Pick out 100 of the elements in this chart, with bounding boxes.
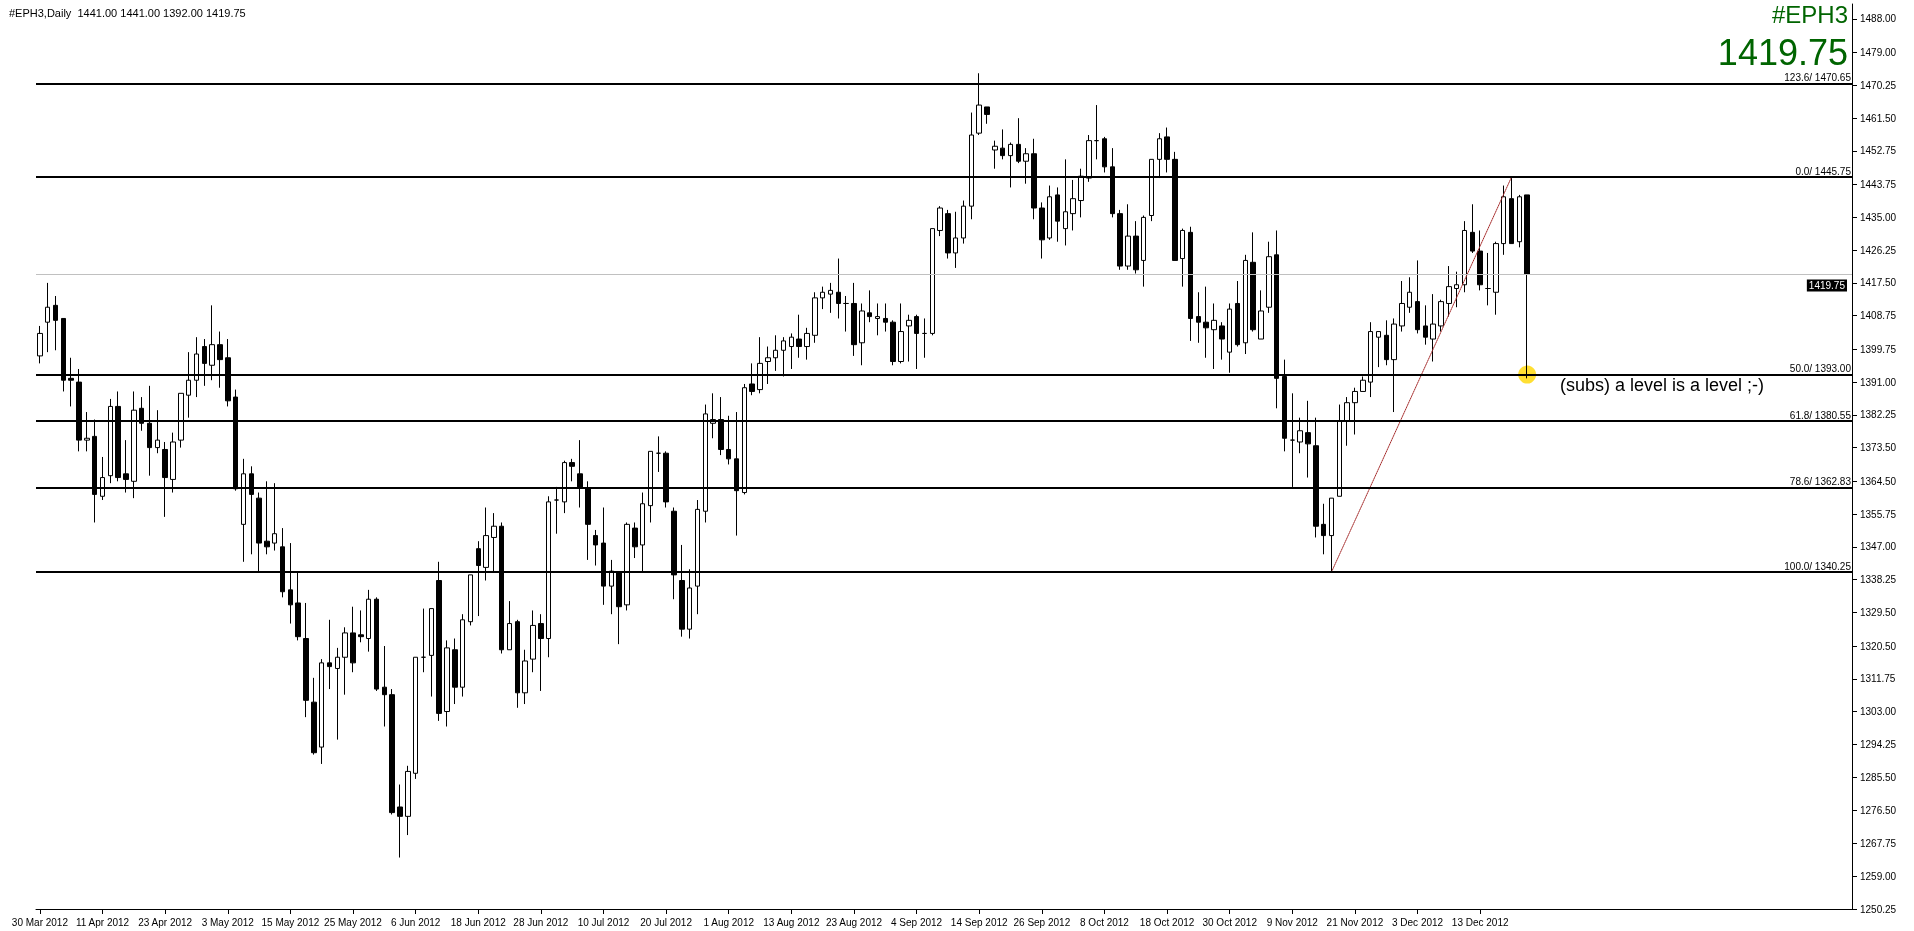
candlestick (843, 295, 849, 333)
candlestick (319, 658, 324, 765)
candlestick (1454, 271, 1459, 308)
candlestick (656, 435, 661, 473)
ref-line-label: 100.0/ 1340.25 (1784, 560, 1852, 572)
candlestick (1384, 319, 1389, 366)
candlestick (1407, 276, 1412, 314)
candlestick (1376, 331, 1381, 368)
candlestick (1219, 321, 1225, 361)
candlestick (569, 458, 575, 482)
ref-line-label: 78.6/ 1362.83 (1789, 476, 1852, 488)
candlestick (429, 608, 434, 698)
candlestick (851, 282, 857, 357)
y-tick-label: 1417.50 (1860, 277, 1897, 289)
candlestick (820, 286, 825, 310)
y-tick-label: 1250.25 (1860, 903, 1897, 915)
candlestick (1399, 280, 1405, 333)
y-tick-label: 1355.75 (1860, 508, 1897, 520)
candlestick (1070, 179, 1076, 231)
candlestick (421, 608, 426, 673)
x-tick-label: 14 Sep 2012 (950, 916, 1009, 928)
candlestick (789, 332, 794, 370)
candlestick (898, 302, 904, 364)
ref-line-label: 50.0/ 1393.00 (1789, 363, 1852, 375)
x-tick-label: 3 Dec 2012 (1391, 916, 1444, 928)
candlestick (342, 626, 348, 696)
x-tick-label: 8 Oct 2012 (1080, 916, 1130, 928)
candlestick (984, 106, 990, 125)
x-tick-label: 30 Mar 2012 (11, 916, 69, 928)
candlestick (1180, 228, 1185, 288)
candlestick (397, 784, 403, 859)
candlestick (1039, 201, 1045, 260)
candlestick (937, 205, 943, 237)
candlestick (350, 606, 356, 673)
candlestick (522, 649, 528, 705)
candlestick (1438, 299, 1444, 333)
candlestick (593, 529, 598, 567)
candlestick (311, 677, 317, 756)
candlestick (1485, 252, 1491, 306)
candlestick (1125, 203, 1131, 271)
y-tick-label: 1443.75 (1860, 179, 1897, 191)
y-tick-label: 1311.75 (1860, 673, 1896, 685)
candlestick (922, 317, 927, 359)
x-tick-label: 4 Sep 2012 (891, 916, 943, 928)
candlestick (796, 314, 802, 359)
candlestick (836, 258, 841, 319)
y-tick-label: 1382.25 (1860, 409, 1897, 421)
candlestick (1250, 231, 1256, 333)
candlestick (1047, 185, 1052, 241)
candlestick (1188, 226, 1193, 342)
y-tick-label: 1329.50 (1860, 606, 1897, 618)
x-tick-label: 6 Jun 2012 (390, 916, 441, 928)
candlestick (1423, 304, 1428, 346)
candlestick (366, 589, 371, 653)
candlestick (906, 314, 912, 363)
candlestick (413, 656, 418, 780)
candlestick (1000, 128, 1005, 160)
x-tick-label: 20 Jul 2012 (640, 916, 693, 928)
y-tick-label: 1303.00 (1860, 706, 1897, 718)
candlestick (1196, 291, 1201, 344)
candlestick (452, 638, 458, 705)
candlestick (53, 295, 58, 351)
y-tick-label: 1408.75 (1860, 310, 1897, 322)
candlestick (1321, 503, 1326, 555)
ref-line-label: 61.8/ 1380.55 (1789, 409, 1852, 421)
candlestick (1164, 127, 1170, 173)
candlestick (992, 140, 998, 170)
candlestick (953, 211, 958, 269)
chart-title: #EPH3,Daily 1441.00 1441.00 1392.00 1419.75 (9, 6, 246, 19)
candlestick (405, 765, 411, 836)
candlestick (1211, 302, 1217, 370)
candlestick (1117, 209, 1123, 271)
candlestick (1462, 220, 1467, 293)
candlestick (1258, 289, 1264, 340)
candlestick (961, 200, 966, 245)
candlestick (538, 613, 544, 692)
candlestick (1094, 104, 1099, 160)
y-tick-label: 1399.75 (1860, 343, 1897, 355)
candlestick (374, 596, 379, 692)
ref-line-label: 1419.75 (1808, 279, 1846, 291)
x-tick-label: 1 Aug 2012 (703, 916, 755, 928)
candlestick (1235, 280, 1240, 348)
x-tick-label: 25 May 2012 (324, 916, 383, 928)
candlestick (45, 282, 50, 353)
candlestick (883, 302, 888, 333)
x-tick-label: 13 Aug 2012 (763, 916, 820, 928)
candlestick (389, 688, 395, 815)
candlestick (945, 209, 951, 260)
candlestick (1266, 241, 1272, 314)
y-tick-label: 1470.25 (1860, 79, 1897, 91)
candlestick (1141, 215, 1146, 288)
x-tick-label: 9 Nov 2012 (1266, 916, 1319, 928)
candlestick (515, 619, 520, 709)
y-tick-label: 1488.00 (1860, 13, 1897, 25)
candlestick (867, 289, 872, 323)
y-tick-label: 1338.25 (1860, 574, 1897, 586)
candlestick (632, 521, 638, 559)
candlestick (804, 327, 810, 361)
y-tick-label: 1373.50 (1860, 442, 1897, 454)
candlestick (358, 609, 364, 643)
